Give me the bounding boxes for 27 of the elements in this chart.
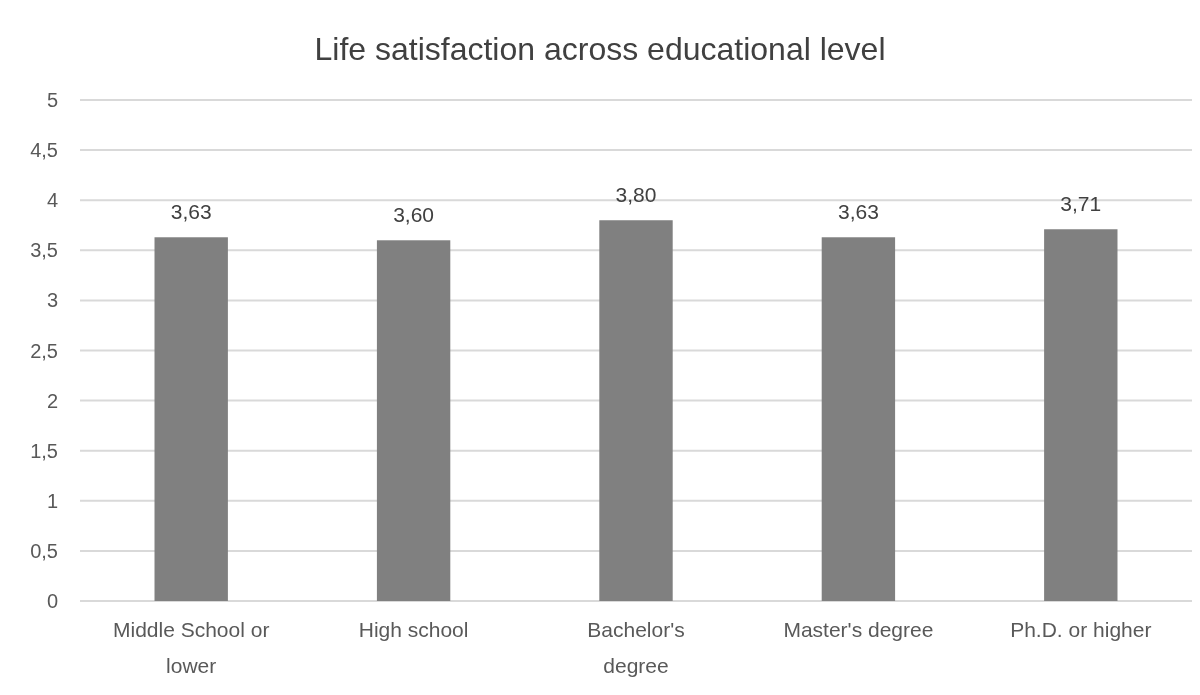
x-tick-label: Master's degree xyxy=(783,618,934,641)
data-label: 3,80 xyxy=(615,183,657,207)
y-tick-label: 3 xyxy=(46,289,58,312)
bar xyxy=(1044,229,1118,601)
x-tick-label: Ph.D. or higher xyxy=(1010,618,1152,641)
data-label: 3,60 xyxy=(393,203,435,227)
y-tick-label: 1 xyxy=(46,489,58,512)
x-tick-label: Bachelor's degree xyxy=(587,618,685,677)
y-tick-label: 4,5 xyxy=(30,139,58,162)
y-tick-label: 2 xyxy=(46,389,58,412)
y-tick-label: 5 xyxy=(46,89,58,111)
data-label: 3,63 xyxy=(837,200,879,224)
y-tick-label: 3,5 xyxy=(30,239,58,262)
x-tick-label: Middle School or lower xyxy=(112,618,270,677)
y-tick-label: 0,5 xyxy=(30,539,58,562)
data-label: 3,71 xyxy=(1060,192,1102,216)
bar xyxy=(599,220,673,601)
y-tick-label: 2,5 xyxy=(30,339,58,362)
x-tick-label: High school xyxy=(358,618,469,641)
y-tick-label: 0 xyxy=(46,590,58,612)
data-label: 3,63 xyxy=(170,200,212,224)
bar xyxy=(154,237,228,601)
y-tick-label: 1,5 xyxy=(30,439,58,462)
y-tick-label: 4 xyxy=(46,189,58,212)
bar xyxy=(376,240,451,601)
chart-title: Life satisfaction across educational level xyxy=(314,31,886,67)
bar xyxy=(821,237,896,601)
